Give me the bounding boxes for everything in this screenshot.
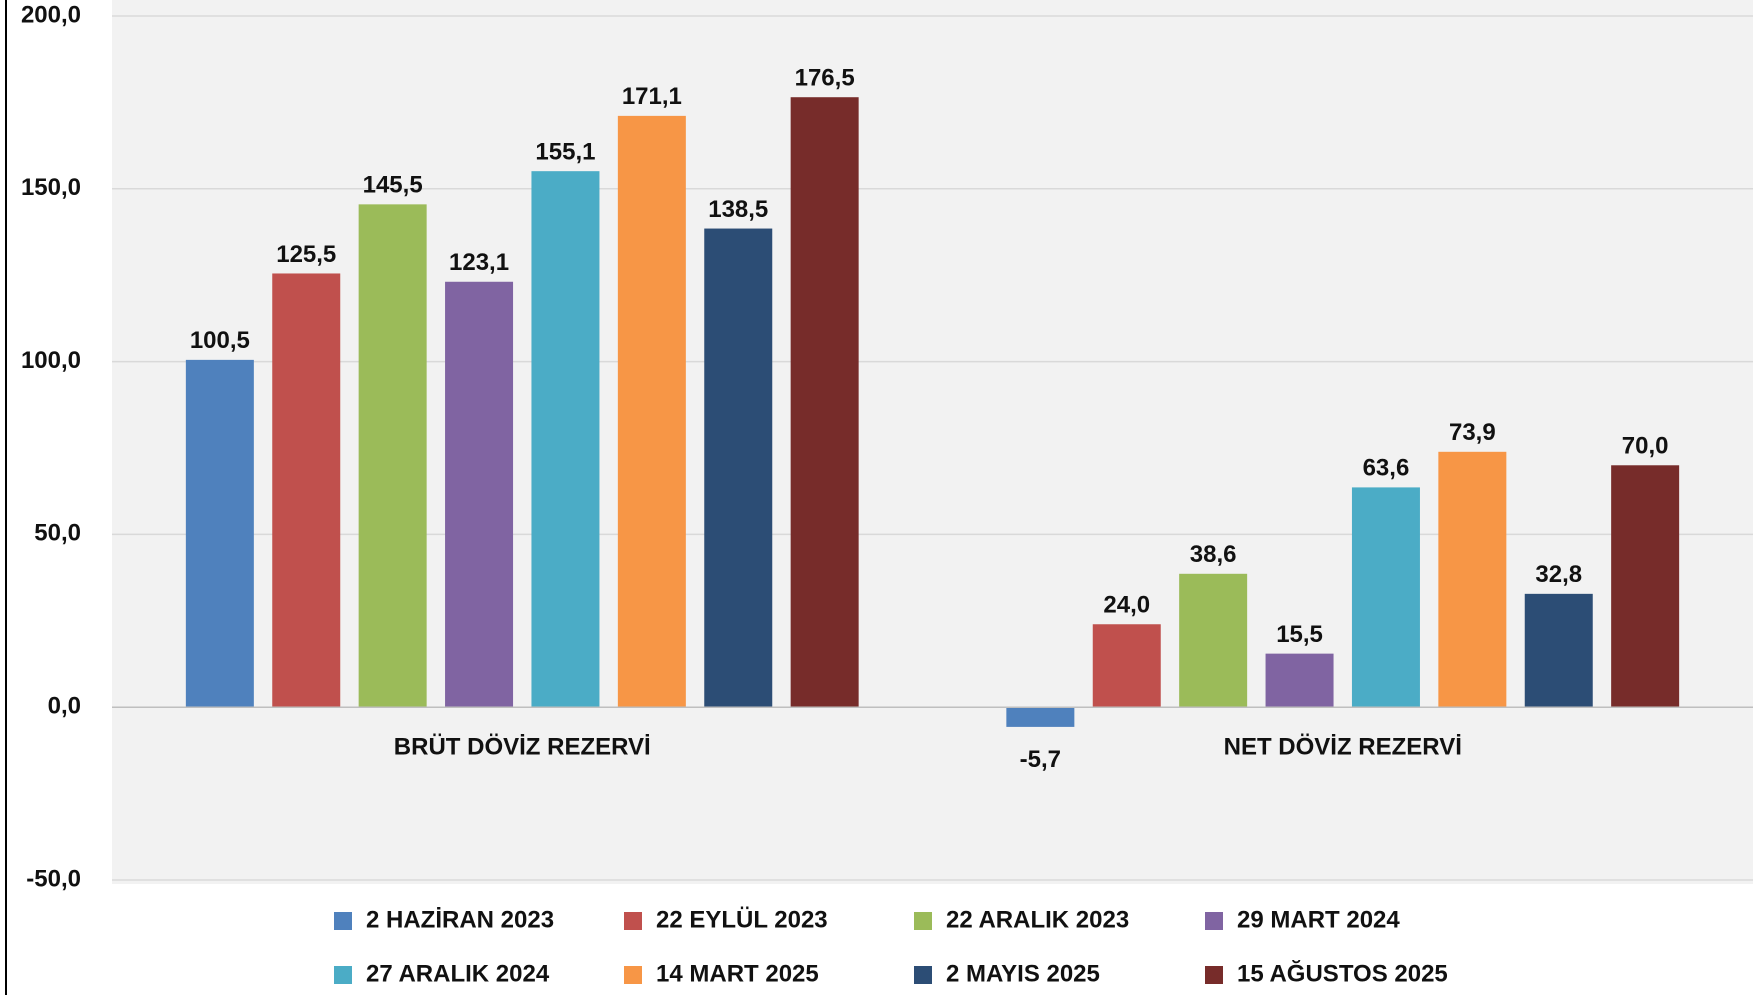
legend-label: 29 MART 2024: [1237, 906, 1400, 933]
value-label: 171,1: [622, 83, 682, 110]
value-label: 100,5: [190, 327, 250, 354]
value-label: 145,5: [363, 172, 423, 199]
legend-swatch: [1205, 912, 1223, 930]
value-label: 15,5: [1276, 621, 1323, 648]
value-label: 176,5: [795, 65, 855, 92]
bar: [358, 204, 427, 708]
value-label: 125,5: [276, 241, 336, 268]
bar: [445, 281, 514, 708]
y-tick-label: 200,0: [21, 1, 81, 28]
bar: [185, 359, 254, 708]
y-tick-label: 0,0: [48, 693, 81, 720]
value-label: 155,1: [535, 139, 595, 166]
bar: [1438, 451, 1507, 708]
value-label: -5,7: [1020, 746, 1061, 773]
legend-label: 14 MART 2025: [656, 960, 819, 987]
legend-swatch: [1205, 966, 1223, 984]
bar: [272, 273, 341, 708]
bar: [1265, 653, 1334, 708]
value-label: 70,0: [1622, 433, 1669, 460]
legend-label: 2 HAZİRAN 2023: [366, 906, 554, 933]
legend-swatch: [334, 966, 352, 984]
bar: [1006, 707, 1075, 727]
legend-swatch: [914, 912, 932, 930]
legend-label: 22 ARALIK 2023: [946, 906, 1129, 933]
value-label: 73,9: [1449, 419, 1496, 446]
value-label: 32,8: [1535, 561, 1582, 588]
legend-label: 15 AĞUSTOS 2025: [1237, 959, 1448, 987]
bar: [1092, 624, 1161, 708]
bar: [1351, 487, 1420, 708]
value-label: 38,6: [1190, 541, 1237, 568]
y-tick-label: 150,0: [21, 174, 81, 201]
legend-label: 2 MAYIS 2025: [946, 960, 1100, 987]
value-label: 24,0: [1103, 592, 1150, 619]
bar: [1179, 573, 1248, 708]
legend-swatch: [624, 966, 642, 984]
bar: [617, 115, 686, 708]
y-tick-label: -50,0: [26, 865, 81, 892]
legend-swatch: [334, 912, 352, 930]
y-tick-label: 100,0: [21, 347, 81, 374]
x-tick-label: NET DÖVİZ REZERVİ: [1224, 734, 1462, 761]
legend-label: 22 EYLÜL 2023: [656, 906, 828, 933]
legend-label: 27 ARALIK 2024: [366, 960, 550, 987]
value-label: 63,6: [1363, 455, 1410, 482]
bar: [1524, 593, 1593, 708]
legend-swatch: [624, 912, 642, 930]
y-tick-label: 50,0: [34, 520, 81, 547]
value-label: 138,5: [708, 196, 768, 223]
bar: [1611, 465, 1680, 708]
bar: [531, 171, 600, 708]
legend-swatch: [914, 966, 932, 984]
bar: [704, 228, 773, 708]
value-label: 123,1: [449, 249, 509, 276]
x-tick-label: BRÜT DÖVİZ REZERVİ: [394, 734, 651, 761]
plot-area: [112, 0, 1753, 884]
bar: [790, 97, 859, 708]
